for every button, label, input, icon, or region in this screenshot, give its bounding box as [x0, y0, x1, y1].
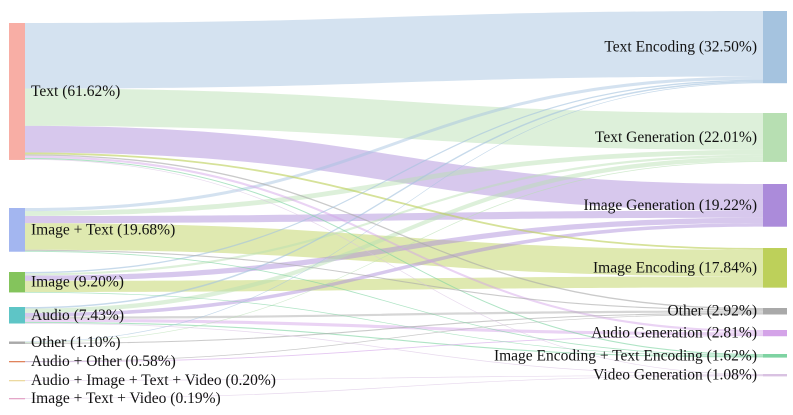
sankey-link-audio-to-other_out — [25, 310, 763, 319]
sankey-link-other_in-to-text_encoding — [25, 82, 763, 343]
node-label-audio: Audio (7.43%) — [31, 307, 124, 324]
node-label-text_encoding: Text Encoding (32.50%) — [604, 39, 757, 56]
sankey-link-image_text-to-ie_te — [25, 250, 763, 356]
node-label-text_generation: Text Generation (22.01%) — [595, 129, 757, 146]
sankey-node-audio — [9, 307, 25, 324]
sankey-node-image_encoding — [763, 248, 787, 288]
sankey-link-audio_other-to-audio_generation — [25, 335, 763, 363]
sankey-link-text-to-image_generation — [25, 125, 763, 211]
sankey-link-audio-to-audio_generation — [25, 318, 763, 336]
sankey-node-ie_te — [763, 354, 787, 358]
node-label-audio_other: Audio + Other (0.58%) — [31, 353, 176, 370]
sankey-link-audio-to-image_generation — [25, 223, 763, 317]
sankey-link-text-to-text_encoding — [25, 11, 763, 89]
node-label-other_out: Other (2.92%) — [667, 303, 757, 320]
sankey-node-other_in — [9, 341, 25, 344]
sankey-node-aitv — [9, 380, 25, 382]
sankey-link-image_text-to-text_generation — [25, 149, 763, 216]
sankey-node-text_generation — [763, 113, 787, 162]
sankey-link-aitv-to-video_generation — [25, 375, 763, 381]
node-label-itv: Image + Text + Video (0.19%) — [31, 390, 221, 407]
sankey-link-image_text-to-image_generation — [25, 210, 763, 224]
sankey-link-other_in-to-text_generation — [25, 161, 763, 343]
sankey-node-audio_other — [9, 361, 25, 363]
sankey-link-image-to-text_encoding — [25, 79, 763, 274]
sankey-link-image_text-to-other_out — [25, 249, 763, 311]
sankey-node-image — [9, 272, 25, 293]
sankey-link-audio-to-text_generation — [25, 156, 763, 313]
sankey-link-audio-to-video_generation — [25, 323, 763, 376]
sankey-node-video_generation — [763, 374, 787, 377]
sankey-link-text-to-other_out — [25, 154, 763, 310]
node-label-aitv: Audio + Image + Text + Video (0.20%) — [31, 372, 276, 389]
sankey-link-image_text-to-image_encoding — [25, 223, 763, 277]
node-label-audio_generation: Audio Generation (2.81%) — [591, 325, 757, 342]
node-label-ie_te: Image Encoding + Text Encoding (1.62%) — [494, 347, 757, 364]
sankey-link-audio_other-to-other_out — [25, 313, 763, 362]
node-label-video_generation: Video Generation (1.08%) — [593, 367, 757, 384]
sankey-link-itv-to-video_generation — [25, 375, 763, 399]
node-label-image_generation: Image Generation (19.22%) — [584, 197, 757, 214]
node-label-image: Image (9.20%) — [31, 274, 124, 291]
sankey-link-text-to-text_generation — [25, 88, 763, 150]
sankey-node-text_encoding — [763, 11, 787, 84]
sankey-node-audio_generation — [763, 330, 787, 337]
sankey-link-image-to-image_encoding — [25, 276, 763, 292]
node-label-image_text: Image + Text (19.68%) — [31, 221, 175, 238]
node-label-image_encoding: Image Encoding (17.84%) — [593, 259, 757, 276]
sankey-link-text-to-video_generation — [25, 159, 763, 375]
sankey-link-image-to-text_generation — [25, 154, 763, 276]
sankey-link-text-to-audio_generation — [25, 155, 763, 333]
sankey-link-text-to-ie_te — [25, 157, 763, 356]
sankey-link-image-to-image_generation — [25, 217, 763, 281]
sankey-node-image_text — [9, 208, 25, 252]
sankey-link-image_text-to-text_encoding — [25, 76, 763, 212]
sankey-node-image_generation — [763, 184, 787, 227]
sankey-link-other_in-to-other_out — [25, 312, 763, 344]
sankey-node-text — [9, 23, 25, 160]
sankey-link-audio-to-text_encoding — [25, 81, 763, 309]
sankey-link-image-to-ie_te — [25, 292, 763, 357]
node-label-text: Text (61.62%) — [31, 83, 120, 100]
sankey-link-audio-to-ie_te — [25, 321, 763, 358]
sankey-node-itv — [9, 398, 25, 400]
node-label-other_in: Other (1.10%) — [31, 334, 121, 351]
sankey-node-other_out — [763, 308, 787, 315]
sankey-link-text-to-image_encoding — [25, 152, 763, 250]
